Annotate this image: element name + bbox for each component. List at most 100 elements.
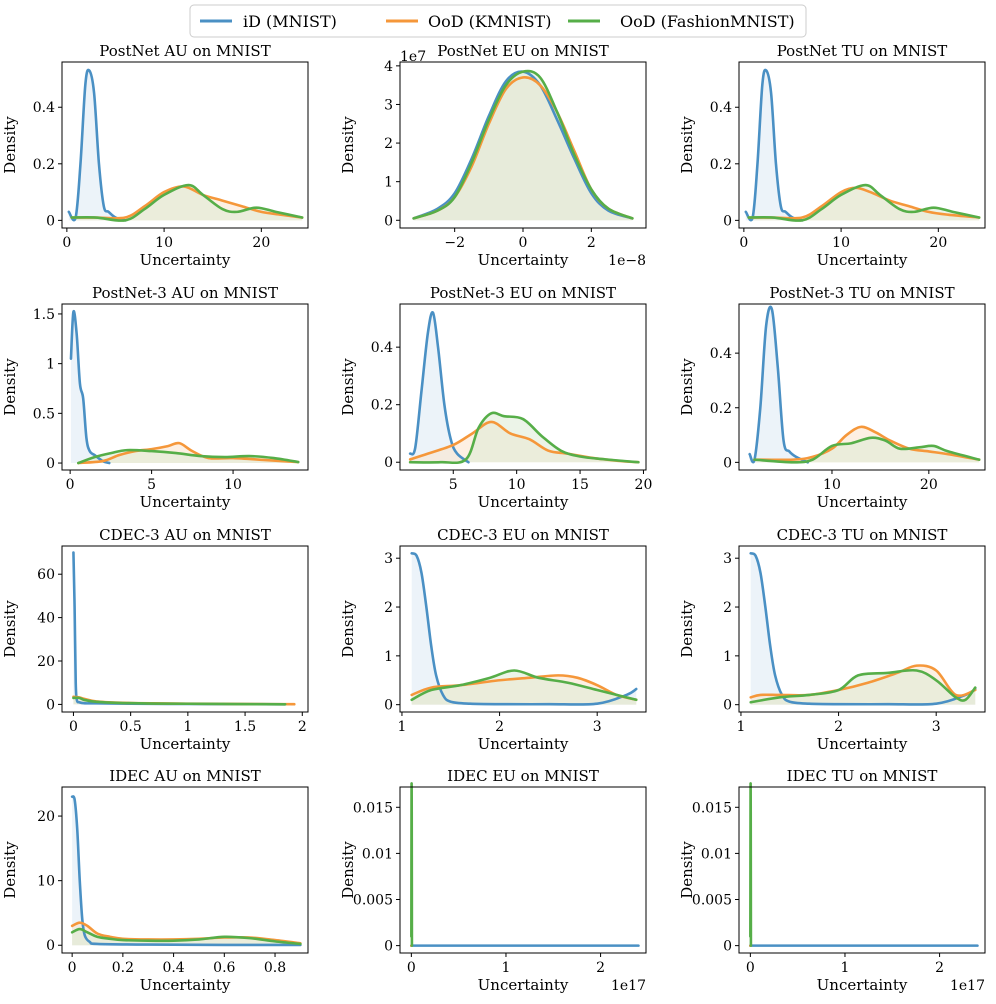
x-axis-label: Uncertainty <box>817 976 908 994</box>
series-line-1 <box>749 552 977 706</box>
series-line-1 <box>67 68 127 222</box>
series-line-1 <box>744 68 804 222</box>
x-tick-label: 20 <box>920 477 938 493</box>
y-tick-label: 0 <box>723 213 732 229</box>
series-line-2 <box>749 664 977 699</box>
x-axis-label: Uncertainty <box>817 251 908 269</box>
subplot-title: CDEC-3 EU on MNIST <box>437 526 609 544</box>
axes-frame <box>399 545 647 713</box>
x-axis-label: Uncertainty <box>478 251 569 269</box>
series-line-2 <box>76 441 300 465</box>
x-tick-label: 0 <box>746 960 755 976</box>
y-tick-label: 0.005 <box>353 893 393 909</box>
subplot-3: PostNet TU on MNIST 0 10 20 0 0.2 0.4 Uncertain… <box>678 42 986 269</box>
y-tick-label: 0 <box>723 698 732 714</box>
series-line-3 <box>70 183 304 222</box>
series-line-2 <box>747 186 981 220</box>
y-tick-label: 0.2 <box>710 157 732 173</box>
x-tick-label: 3 <box>593 719 602 735</box>
series-line-3 <box>412 69 634 220</box>
y-tick-label: 0 <box>46 938 55 954</box>
y-tick-label: 1 <box>384 649 393 665</box>
subplot-title: CDEC-3 AU on MNIST <box>99 526 271 544</box>
axes-frame <box>61 303 309 471</box>
y-axis-label: Density <box>678 841 696 899</box>
axes-frame <box>61 61 309 229</box>
y-axis-label: Density <box>339 600 357 658</box>
axes-frame <box>61 545 309 713</box>
x-tick-label: 0.4 <box>162 960 184 976</box>
legend-label-id: iD (MNIST) <box>243 12 337 31</box>
x-tick-label: 10 <box>823 477 841 493</box>
y-tick-label: 20 <box>37 654 55 670</box>
y-axis-label: Density <box>339 358 357 416</box>
x-tick-label: 1 <box>841 960 850 976</box>
subplot-1: PostNet AU on MNIST 0 10 20 0 0.2 0.4 Uncertain… <box>1 42 309 269</box>
x-scale-label: 1e17 <box>950 978 985 994</box>
series-line-1 <box>410 552 638 706</box>
x-tick-label: 20 <box>929 235 947 251</box>
subplot-title: IDEC TU on MNIST <box>787 767 938 785</box>
subplot-title: CDEC-3 TU on MNIST <box>777 526 948 544</box>
x-tick-label: 10 <box>832 235 850 251</box>
x-tick-label: 20 <box>252 235 270 251</box>
y-tick-label: 0 <box>384 698 393 714</box>
y-axis-label: Density <box>339 116 357 174</box>
series-fill-3 <box>413 71 633 221</box>
y-tick-label: 0.015 <box>353 800 393 816</box>
x-tick-label: 5 <box>147 477 156 493</box>
x-tick-label: 0 <box>519 235 528 251</box>
x-tick-label: 20 <box>635 477 653 493</box>
x-axis-label: Uncertainty <box>140 251 231 269</box>
x-tick-label: 0 <box>62 235 71 251</box>
series-fill-3 <box>748 185 980 221</box>
subplot-4: PostNet-3 AU on MNIST 0 5 10 0 0.5 1 1.5 Uncerta… <box>1 284 309 511</box>
y-tick-label: 0.015 <box>692 800 732 816</box>
x-axis-label: Uncertainty <box>817 735 908 753</box>
x-tick-label: 2 <box>587 235 596 251</box>
y-tick-label: 0 <box>384 455 393 471</box>
series-line-3 <box>72 696 287 706</box>
y-tick-label: 0.2 <box>371 398 393 414</box>
y-tick-label: 0 <box>723 455 732 471</box>
x-tick-label: 1 <box>183 719 192 735</box>
y-axis-label: Density <box>1 600 19 658</box>
x-axis-label: Uncertainty <box>140 493 231 511</box>
y-tick-label: 0.005 <box>692 893 732 909</box>
y-axis-label: Density <box>1 841 19 899</box>
axes-frame <box>399 303 647 471</box>
series-line-2 <box>70 185 304 220</box>
axes-frame <box>738 545 986 713</box>
series-line-2 <box>753 425 981 462</box>
y-tick-label: 40 <box>37 611 55 627</box>
x-axis-label: Uncertainty <box>140 976 231 994</box>
series-line-1 <box>69 309 111 465</box>
y-axis-label: Density <box>678 116 696 174</box>
subplot-10: IDEC AU on MNIST 0 0.2 0.4 0.6 0.8 0 10 20 Uncert… <box>1 767 309 994</box>
y-tick-label: 0.2 <box>710 401 732 417</box>
y-tick-label: 0 <box>46 697 55 713</box>
series-fill-3 <box>71 185 303 221</box>
series-fill-3 <box>754 437 980 463</box>
subplot-6: PostNet-3 TU on MNIST 10 20 0 0.2 0.4 Uncertai… <box>678 284 986 511</box>
x-tick-label: 0 <box>407 960 416 976</box>
y-tick-label: 1.5 <box>33 307 55 323</box>
y-tick-label: 1 <box>46 357 55 373</box>
x-tick-label: 0 <box>68 960 77 976</box>
series-line-1 <box>408 310 470 464</box>
series-line-3 <box>410 669 638 702</box>
x-tick-label: 0.2 <box>112 960 134 976</box>
x-tick-label: 15 <box>571 477 589 493</box>
y-tick-label: 0.4 <box>371 340 393 356</box>
legend-label-kmnist: OoD (KMNIST) <box>428 12 551 31</box>
y-tick-label: 0.4 <box>710 100 732 116</box>
axes-frame <box>61 786 309 954</box>
series-line-3 <box>70 927 302 946</box>
y-tick-label: 0 <box>384 213 393 229</box>
subplot-2: PostNet EU on MNIST −2 0 2 0 1 2 3 4 Uncertainty D… <box>339 42 647 269</box>
subplot-title: PostNet TU on MNIST <box>777 42 948 60</box>
y-tick-label: 1 <box>384 175 393 191</box>
